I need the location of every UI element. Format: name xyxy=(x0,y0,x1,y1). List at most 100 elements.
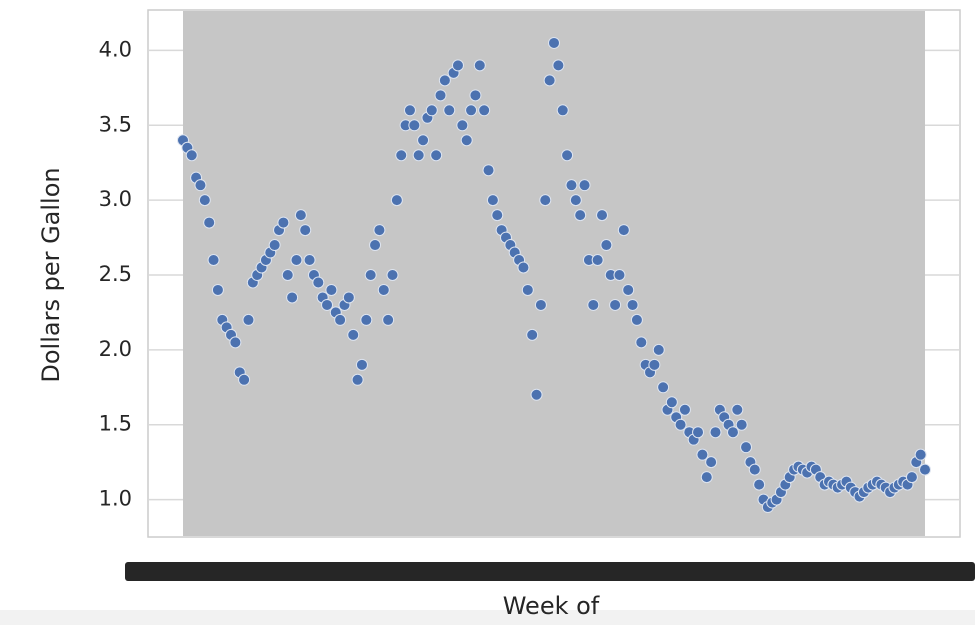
point xyxy=(482,164,495,177)
point xyxy=(434,89,447,102)
point xyxy=(648,358,661,371)
point xyxy=(456,119,469,132)
point xyxy=(548,36,560,49)
point xyxy=(753,478,766,491)
point xyxy=(303,254,316,267)
overlapping-x-tick-labels xyxy=(125,562,975,581)
point xyxy=(377,283,390,296)
y-tick-label: 1.5 xyxy=(99,412,132,436)
point xyxy=(709,426,722,439)
point xyxy=(194,179,207,192)
point xyxy=(369,239,382,252)
point xyxy=(517,261,530,274)
point xyxy=(696,448,709,461)
point xyxy=(360,313,373,326)
point xyxy=(386,268,399,281)
point xyxy=(591,254,604,267)
bottom-strip xyxy=(0,610,975,625)
point xyxy=(268,239,281,252)
point xyxy=(408,119,421,132)
point xyxy=(543,74,556,87)
point xyxy=(635,336,648,349)
point xyxy=(919,463,931,476)
point xyxy=(373,224,386,237)
y-tick-label: 3.0 xyxy=(99,187,132,211)
point xyxy=(617,224,630,237)
point xyxy=(425,104,438,117)
point xyxy=(321,298,334,311)
point xyxy=(491,209,504,222)
point xyxy=(905,471,918,484)
point xyxy=(556,104,569,117)
point xyxy=(526,328,539,341)
point xyxy=(198,194,211,207)
point xyxy=(569,194,582,207)
point xyxy=(430,149,443,162)
point xyxy=(740,441,753,454)
point xyxy=(534,298,547,311)
point xyxy=(657,381,670,394)
point xyxy=(565,179,578,192)
y-tick-label: 3.5 xyxy=(99,112,132,136)
point xyxy=(609,298,622,311)
point xyxy=(412,149,425,162)
y-tick-label: 1.0 xyxy=(99,487,132,511)
point xyxy=(342,291,355,304)
point xyxy=(630,313,643,326)
point xyxy=(242,313,255,326)
point xyxy=(395,149,408,162)
point xyxy=(299,224,312,237)
dense-x-grid xyxy=(183,11,925,536)
point xyxy=(665,396,678,409)
point xyxy=(382,313,395,326)
point xyxy=(674,418,687,431)
point xyxy=(622,283,635,296)
point xyxy=(587,298,600,311)
point xyxy=(451,59,464,72)
y-tick-label: 4.0 xyxy=(99,37,132,61)
point xyxy=(552,59,565,72)
point xyxy=(914,448,927,461)
point xyxy=(731,403,744,416)
point xyxy=(705,456,718,469)
point xyxy=(281,268,294,281)
point xyxy=(347,328,360,341)
point xyxy=(652,343,665,356)
point xyxy=(203,216,216,229)
point xyxy=(465,104,478,117)
point xyxy=(277,216,290,229)
point xyxy=(238,373,251,386)
point xyxy=(469,89,482,102)
point xyxy=(438,74,451,87)
point xyxy=(700,471,713,484)
point xyxy=(286,291,299,304)
y-tick-label: 2.5 xyxy=(99,262,132,286)
point xyxy=(355,358,368,371)
point xyxy=(692,426,705,439)
point xyxy=(530,388,543,401)
point xyxy=(403,104,416,117)
point xyxy=(613,268,626,281)
point xyxy=(211,283,224,296)
point xyxy=(478,104,491,117)
y-axis-label: Dollars per Gallon xyxy=(37,167,65,382)
point xyxy=(473,59,486,72)
point xyxy=(539,194,552,207)
point xyxy=(290,254,303,267)
point xyxy=(390,194,403,207)
point xyxy=(294,209,307,222)
point xyxy=(460,134,473,147)
point xyxy=(735,418,748,431)
point xyxy=(521,283,534,296)
point xyxy=(364,268,377,281)
point xyxy=(334,313,347,326)
point xyxy=(417,134,430,147)
point xyxy=(626,298,639,311)
point xyxy=(351,373,364,386)
point xyxy=(229,336,242,349)
point xyxy=(596,209,609,222)
point xyxy=(207,254,220,267)
point xyxy=(312,276,325,289)
y-tick-label: 2.0 xyxy=(99,337,132,361)
